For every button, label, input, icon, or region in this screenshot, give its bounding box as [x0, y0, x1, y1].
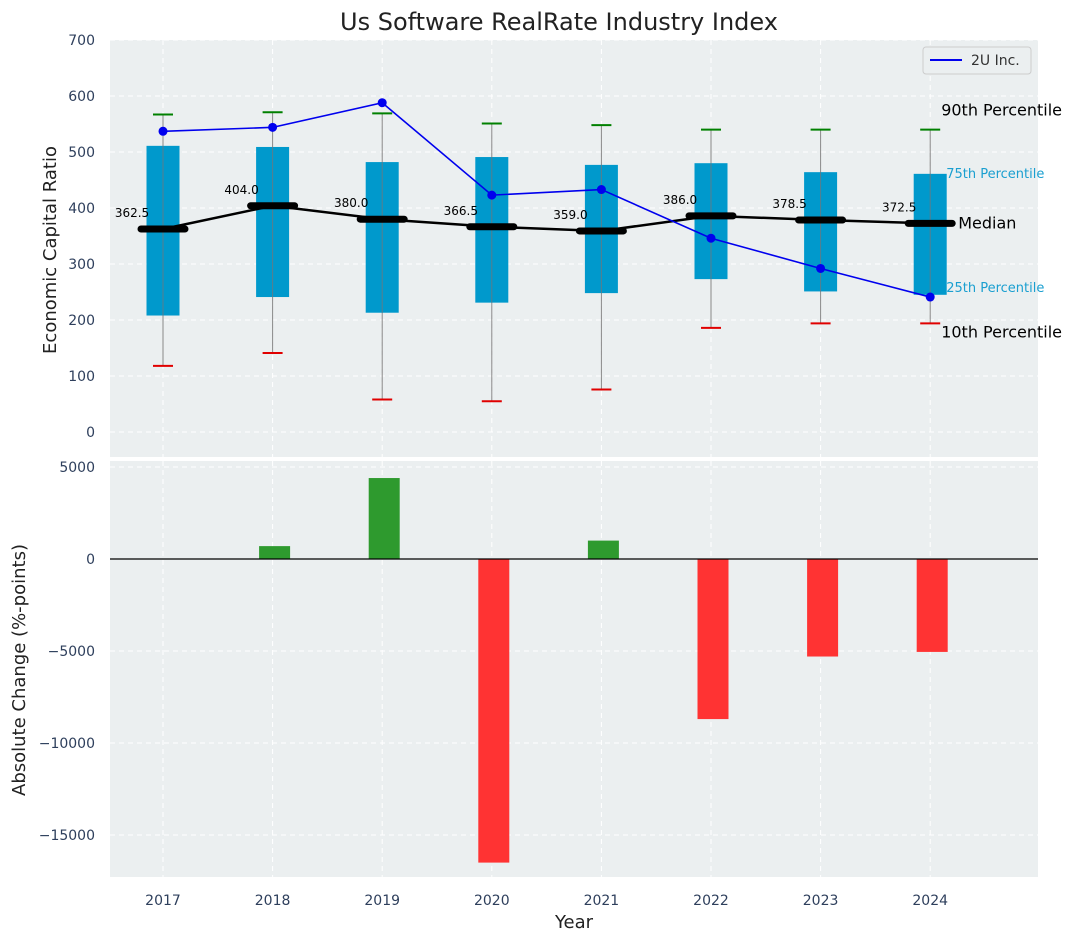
- median-value-label: 404.0: [224, 183, 258, 197]
- top-y-tick-label: 700: [68, 33, 95, 49]
- x-tick-label: 2018: [255, 893, 291, 909]
- median-value-label: 366.5: [444, 204, 478, 218]
- top-y-tick-label: 600: [68, 89, 95, 105]
- bottom-plot-area: [110, 461, 1038, 877]
- median-label: Median: [958, 213, 1016, 232]
- bottom-y-tick-label: −5000: [48, 644, 95, 660]
- series-point: [816, 263, 826, 273]
- bottom-y-tick-label: 0: [86, 552, 95, 568]
- series-point: [487, 190, 497, 200]
- series-point: [377, 98, 387, 108]
- percentile-labels: 90th Percentile 75th Percentile Median 25th…: [941, 101, 1062, 342]
- change-bar: [697, 559, 729, 720]
- x-tick-label: 2023: [803, 893, 839, 909]
- top-y-axis-label: Economic Capital Ratio: [40, 146, 61, 354]
- series-line: [162, 101, 931, 298]
- p90-label: 90th Percentile: [941, 101, 1062, 120]
- bottom-y-tick-label: −15000: [39, 828, 95, 844]
- x-tick-label: 2017: [145, 893, 181, 909]
- p10-label: 10th Percentile: [941, 322, 1062, 341]
- top-y-ticks: 0 100 200 300 400 500 600 700: [68, 33, 95, 441]
- median-line-group: 362.5 404.0 380.0 366.5 359.0 386.0 378.5 372.5: [115, 183, 956, 235]
- change-bar: [807, 559, 839, 657]
- median-value-label: 372.5: [882, 200, 916, 214]
- series-line-group: [158, 98, 935, 302]
- p75-label: 75th Percentile: [946, 167, 1044, 182]
- x-tick-label: 2022: [693, 893, 729, 909]
- series-point: [268, 122, 278, 132]
- x-tick-label: 2021: [584, 893, 620, 909]
- top-y-tick-label: 300: [68, 257, 95, 273]
- top-y-tick-label: 500: [68, 145, 95, 161]
- bottom-y-axis-label: Absolute Change (%-points): [9, 544, 30, 796]
- chart-title: Us Software RealRate Industry Index: [340, 8, 778, 36]
- p25-label: 25th Percentile: [946, 281, 1044, 296]
- legend-box: [922, 46, 1032, 75]
- x-tick-label: 2020: [474, 893, 510, 909]
- x-tick-label: 2024: [912, 893, 948, 909]
- top-plot-area: [110, 40, 1038, 457]
- median-value-label: 386.0: [663, 193, 697, 207]
- bottom-y-ticks: 5000 0 −5000 −10000 −15000: [39, 460, 95, 844]
- x-ticks: 2017 2018 2019 2020 2021 2022 2023 2024: [145, 893, 948, 909]
- series-point: [925, 292, 935, 302]
- bars: [110, 478, 1038, 863]
- change-bar: [587, 540, 619, 559]
- change-bar: [916, 559, 948, 652]
- top-y-tick-label: 400: [68, 201, 95, 217]
- series-point: [596, 185, 606, 195]
- median-value-label: 362.5: [115, 206, 149, 220]
- median-value-label: 378.5: [772, 197, 806, 211]
- x-tick-label: 2019: [364, 893, 400, 909]
- legend-label: 2U Inc.: [971, 53, 1020, 69]
- change-bar: [368, 478, 400, 559]
- median-value-label: 359.0: [553, 208, 587, 222]
- change-bar: [259, 546, 291, 559]
- change-bar: [478, 559, 510, 863]
- top-y-tick-label: 200: [68, 313, 95, 329]
- series-point: [158, 126, 168, 136]
- series-point: [706, 233, 716, 243]
- x-axis-label: Year: [554, 912, 594, 933]
- top-y-tick-label: 0: [86, 425, 95, 441]
- median-value-label: 380.0: [334, 196, 368, 210]
- top-y-tick-label: 100: [68, 369, 95, 385]
- bottom-y-tick-label: −10000: [39, 736, 95, 752]
- legend: 2U Inc.: [922, 46, 1032, 75]
- bottom-y-tick-label: 5000: [59, 460, 95, 476]
